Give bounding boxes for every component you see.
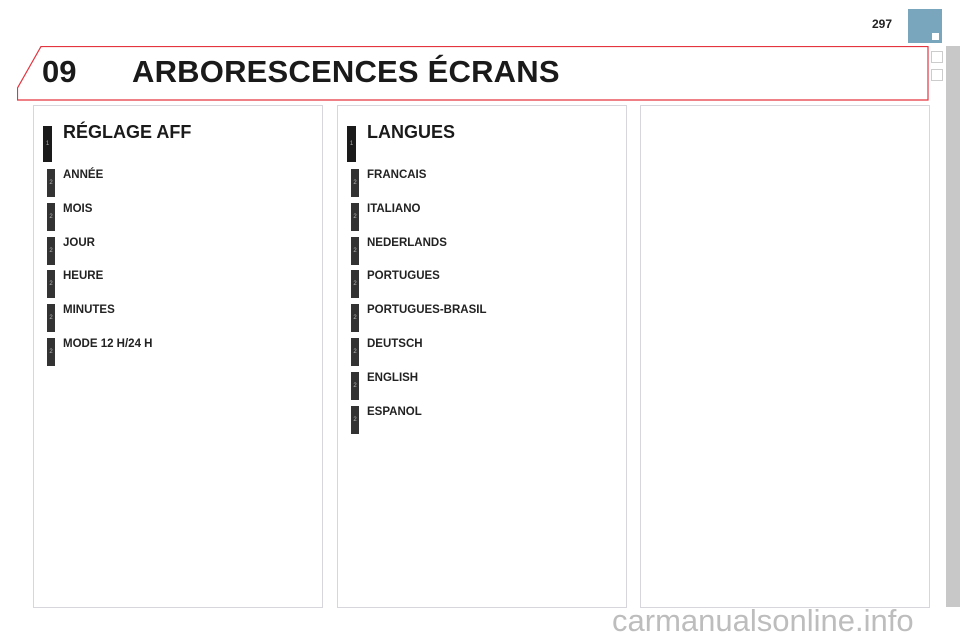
- watermark: carmanualsonline.info: [612, 603, 914, 638]
- menu-item-label: PORTUGUES: [367, 270, 440, 283]
- checkbox-square-icon: [931, 69, 943, 81]
- menu-item[interactable]: 2 ANNÉE: [47, 169, 307, 197]
- menu-item-label: JOUR: [63, 236, 95, 249]
- menu-heading: LANGUES: [367, 122, 456, 142]
- level-2-badge: 2: [47, 202, 55, 231]
- level-2-badge: 2: [47, 338, 55, 366]
- menu-item-label: DEUTSCH: [367, 338, 423, 350]
- level-2-badge: 2: [351, 270, 359, 299]
- menu-item[interactable]: 2 ITALIANO: [351, 202, 611, 231]
- tab-marker-icon: [932, 33, 939, 40]
- level-2-badge: 2: [351, 169, 359, 197]
- level-2-badge: 2: [351, 371, 359, 400]
- menu-item[interactable]: 2 FRANCAIS: [351, 169, 611, 197]
- menu-item[interactable]: 2 MINUTES: [47, 304, 307, 333]
- chapter-tab[interactable]: [908, 9, 942, 43]
- menu-item-label: FRANCAIS: [367, 169, 427, 181]
- menu-item[interactable]: 2 DEUTSCH: [351, 338, 611, 366]
- level-2-badge: 2: [351, 236, 359, 265]
- menu-item-label: PORTUGUES-BRASIL: [367, 304, 487, 317]
- level-2-badge: 2: [47, 236, 55, 265]
- page-number: 297: [872, 17, 893, 31]
- panel-empty: [640, 105, 930, 608]
- level-2-badge: 2: [351, 304, 359, 333]
- menu-item-label: ANNÉE: [63, 169, 104, 181]
- menu-item-label: MOIS: [63, 202, 93, 215]
- level-2-badge: 2: [47, 169, 55, 197]
- menu-heading: RÉGLAGE AFF: [63, 122, 192, 142]
- menu-item[interactable]: 2 HEURE: [47, 270, 307, 299]
- menu-item-label: ESPANOL: [367, 405, 422, 418]
- level-1-badge: 1: [347, 126, 356, 162]
- menu-item-label: ENGLISH: [367, 371, 419, 384]
- menu-item-label: MINUTES: [63, 304, 115, 317]
- panel-langues: 1 LANGUES 2 FRANCAIS 2 ITALIANO 2 NEDERL…: [337, 105, 627, 608]
- menu-item[interactable]: 2 PORTUGUES-BRASIL: [351, 304, 611, 333]
- menu-item[interactable]: 2 ENGLISH: [351, 371, 611, 400]
- menu-item-label: HEURE: [63, 270, 104, 283]
- chapter-number: 09: [42, 54, 77, 89]
- menu-item-label: NEDERLANDS: [367, 236, 447, 249]
- menu-item[interactable]: 2 ESPANOL: [351, 405, 611, 434]
- menu-item[interactable]: 2 MOIS: [47, 202, 307, 231]
- level-2-badge: 2: [47, 304, 55, 333]
- level-2-badge: 2: [351, 338, 359, 366]
- level-1-badge: 1: [43, 126, 52, 162]
- panel-reglage-aff: 1 RÉGLAGE AFF 2 ANNÉE 2 MOIS 2 JOUR 2 HE…: [33, 105, 323, 608]
- page-title: ARBORESCENCES ÉCRANS: [132, 54, 560, 89]
- menu-item[interactable]: 2 NEDERLANDS: [351, 236, 611, 265]
- header-frame: [17, 46, 929, 101]
- menu-item-label: MODE 12 H/24 H: [63, 338, 153, 350]
- side-scrollbar[interactable]: [946, 46, 960, 607]
- menu-item-label: ITALIANO: [367, 202, 421, 215]
- level-2-badge: 2: [351, 202, 359, 231]
- chapter-header: 09 ARBORESCENCES ÉCRANS: [17, 46, 929, 101]
- menu-item[interactable]: 2 PORTUGUES: [351, 270, 611, 299]
- level-2-badge: 2: [351, 405, 359, 434]
- checkbox-square-icon: [931, 51, 943, 63]
- menu-item[interactable]: 2 MODE 12 H/24 H: [47, 338, 307, 366]
- menu-item[interactable]: 2 JOUR: [47, 236, 307, 265]
- level-2-badge: 2: [47, 270, 55, 299]
